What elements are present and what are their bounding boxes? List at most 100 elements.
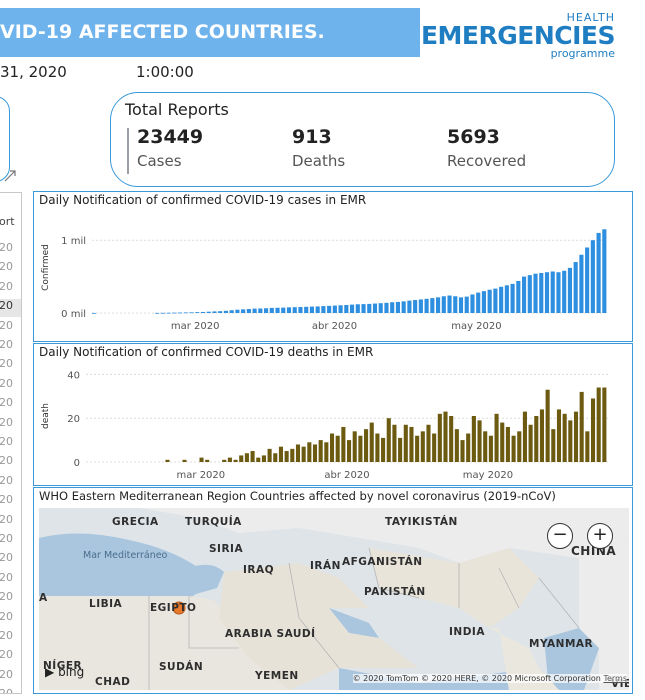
slicer-row[interactable]: 20 — [0, 687, 13, 694]
cases-chart: 0 mil 1 mil Confirmed mar 2020 abr 2020 may 2… — [41, 229, 608, 332]
deaths-chart-panel: Daily Notification of confirmed COVID-19… — [33, 343, 633, 486]
slicer-row[interactable]: 20 — [0, 532, 13, 545]
slicer-row[interactable]: 20 — [0, 551, 13, 565]
expand-icon[interactable] — [4, 170, 16, 182]
deaths-chart-title: Daily Notification of confirmed COVID-19… — [39, 345, 374, 359]
bar — [278, 446, 283, 462]
bar — [361, 304, 366, 313]
bar — [418, 299, 423, 313]
terms-link[interactable]: Terms — [603, 674, 627, 683]
slicer-row[interactable]: 20 — [0, 454, 13, 468]
bar — [447, 295, 452, 313]
bar — [261, 455, 266, 462]
slicer-row[interactable]: 20 — [0, 299, 21, 318]
date-slicer-list[interactable]: ort 20 20 20 20 20 20 20 20 20 20 20 20 20 20 20 20 20 20… — [0, 192, 22, 694]
map-shapes — [39, 508, 629, 690]
bar — [527, 275, 532, 313]
bar — [449, 416, 454, 462]
report-time: 1:00:00 — [136, 63, 194, 81]
deaths-chart: 0 20 40 death mar 2020 abr 2020 may 2020 — [41, 370, 608, 481]
bar — [222, 459, 227, 462]
map-label: PAKISTÁN — [364, 586, 426, 598]
bar — [466, 433, 471, 462]
cases-chart-panel: Daily Notification of confirmed COVID-19… — [33, 191, 633, 342]
bar — [241, 309, 246, 313]
y-axis-label: death — [41, 403, 51, 429]
map-label: MYANMAR — [529, 638, 594, 650]
slicer-row[interactable]: 20 — [0, 279, 13, 293]
bar — [441, 296, 446, 313]
bar — [517, 431, 522, 462]
slicer-row[interactable]: 20 — [0, 629, 13, 642]
bar — [218, 311, 223, 313]
bar — [488, 435, 493, 462]
slicer-row[interactable]: 20 — [0, 260, 13, 274]
report-date: 31, 2020 — [0, 63, 67, 81]
recovered-label: Recovered — [447, 152, 527, 170]
bar — [568, 420, 573, 462]
bar — [347, 440, 352, 462]
bar — [550, 271, 555, 313]
bar — [160, 312, 165, 314]
bar — [453, 296, 458, 313]
slicer-row[interactable]: 20 — [0, 415, 13, 429]
bar — [562, 413, 567, 462]
bar — [355, 304, 360, 313]
bar — [407, 300, 412, 313]
bar — [252, 308, 257, 313]
slicer-row[interactable]: 20 — [0, 435, 13, 448]
slicer-row[interactable]: 20 — [0, 376, 13, 390]
map-attribution: © 2020 TomTom © 2020 HERE, © 2020 Micros… — [352, 674, 627, 683]
slicer-row[interactable]: 20 — [0, 609, 13, 623]
map-label: TURQUÍA — [185, 516, 242, 528]
bar — [286, 307, 292, 313]
bar — [384, 302, 389, 313]
slicer-row[interactable]: 20 — [0, 338, 13, 351]
bar — [182, 459, 187, 462]
slicer-row[interactable]: 20 — [0, 590, 13, 604]
map-label: YEMEN — [255, 670, 299, 682]
bar — [246, 308, 251, 313]
bar — [344, 304, 349, 313]
slicer-row[interactable]: 20 — [0, 667, 13, 681]
bar — [395, 301, 400, 313]
slicer-row[interactable]: 20 — [0, 512, 13, 526]
bar — [205, 459, 210, 462]
bar — [315, 306, 320, 313]
slicer-row[interactable]: 20 — [0, 570, 13, 584]
bar — [329, 433, 335, 462]
bar — [223, 310, 228, 313]
bar — [189, 312, 194, 314]
sea-label: Mar Mediterráneo — [83, 550, 168, 561]
slicer-row[interactable]: 20 — [0, 241, 13, 254]
slicer-row[interactable]: 20 — [0, 473, 13, 487]
bar — [551, 429, 556, 462]
slicer-row[interactable]: 20 — [0, 396, 13, 410]
bar — [534, 416, 539, 462]
map-label: IRÁN — [310, 560, 341, 572]
slicer-row[interactable]: 20 — [0, 648, 13, 662]
bar — [430, 298, 435, 313]
region-map[interactable]: Mar Mediterráneo GRECIA TURQUÍA TAYIKIST… — [39, 508, 629, 690]
zoom-in-button[interactable]: + — [587, 523, 613, 549]
bar — [200, 311, 206, 313]
slicer-row[interactable]: 20 — [0, 318, 13, 332]
zoom-out-button[interactable]: − — [547, 523, 573, 549]
slicer-row[interactable]: 20 — [0, 357, 13, 371]
bar — [573, 411, 579, 462]
x-tick-label: may 2020 — [451, 321, 501, 332]
bar — [544, 272, 550, 313]
bar — [464, 296, 469, 313]
bar — [477, 420, 482, 462]
y-axis-label: Confirmed — [41, 244, 51, 291]
bar — [413, 300, 418, 313]
y-tick-label: 20 — [67, 414, 80, 425]
bar — [318, 440, 323, 462]
bar — [562, 270, 567, 313]
slicer-row[interactable]: 20 — [0, 493, 13, 507]
bar — [476, 292, 481, 313]
bar — [227, 457, 232, 462]
bar — [284, 451, 289, 462]
slicer-header: ort — [0, 215, 15, 228]
bar — [585, 431, 590, 462]
